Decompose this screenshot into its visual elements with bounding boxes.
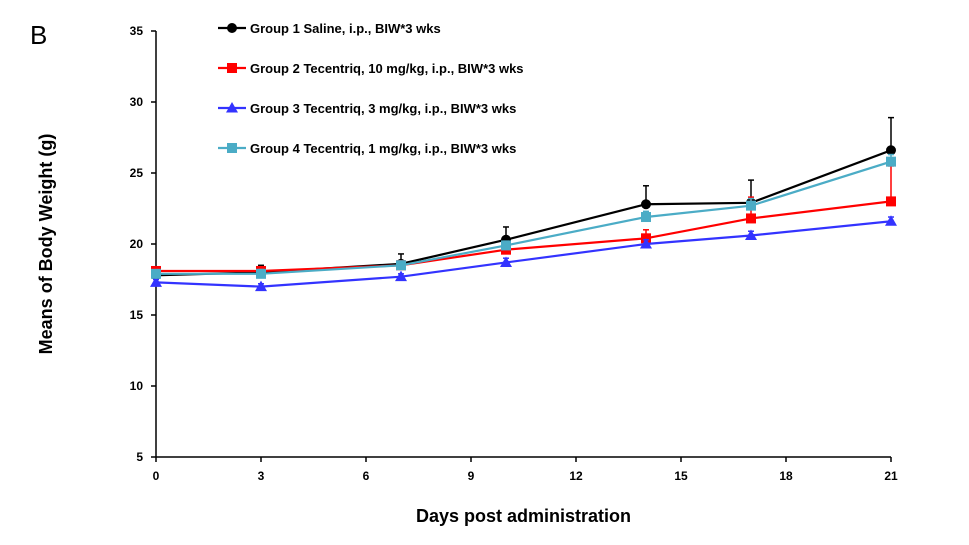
legend-entry-1: Group 1 Saline, i.p., BIW*3 wks	[218, 21, 441, 36]
legend-entry-3: Group 3 Tecentriq, 3 mg/kg, i.p., BIW*3 …	[218, 101, 516, 116]
x-tick-label: 6	[363, 469, 370, 483]
y-tick-label: 5	[136, 450, 143, 464]
x-tick-label: 9	[468, 469, 475, 483]
data-point	[501, 240, 511, 251]
x-tick-label: 12	[569, 469, 583, 483]
data-point	[746, 213, 756, 224]
legend-label: Group 2 Tecentriq, 10 mg/kg, i.p., BIW*3…	[250, 61, 524, 76]
data-point	[886, 196, 896, 207]
x-tick-label: 15	[674, 469, 688, 483]
y-axis-title: Means of Body Weight (g)	[36, 134, 56, 355]
data-point	[641, 212, 651, 223]
data-point	[396, 260, 406, 271]
panel-label: B	[30, 20, 48, 50]
y-tick-label: 35	[130, 24, 144, 38]
data-point	[500, 256, 512, 267]
x-axis-title: Days post administration	[416, 506, 631, 526]
series-line	[155, 220, 892, 288]
y-tick-label: 20	[130, 237, 144, 251]
y-tick-label: 30	[130, 95, 144, 109]
data-point	[885, 215, 897, 226]
series-3	[150, 215, 897, 292]
y-tick-label: 25	[130, 166, 144, 180]
chart-legend: Group 1 Saline, i.p., BIW*3 wks Group 2 T…	[218, 21, 524, 156]
data-point	[255, 280, 267, 292]
series-line	[155, 149, 892, 277]
data-point	[746, 200, 756, 211]
series-layer	[150, 116, 897, 292]
data-point	[640, 238, 652, 249]
legend-marker	[227, 23, 237, 33]
data-point	[886, 156, 896, 167]
x-tick-label: 21	[884, 469, 898, 483]
series-line	[156, 160, 892, 275]
legend-label: Group 3 Tecentriq, 3 mg/kg, i.p., BIW*3 …	[250, 101, 516, 116]
data-point	[151, 268, 161, 279]
x-tick-label: 0	[153, 469, 160, 483]
series-4	[151, 153, 896, 279]
data-point	[641, 199, 651, 210]
x-tick-label: 18	[779, 469, 793, 483]
y-tick-label: 10	[130, 379, 144, 393]
data-point	[886, 145, 896, 156]
data-point	[150, 276, 162, 287]
legend-label: Group 1 Saline, i.p., BIW*3 wks	[250, 21, 441, 36]
data-point	[745, 229, 757, 240]
legend-entry-2: Group 2 Tecentriq, 10 mg/kg, i.p., BIW*3…	[218, 61, 524, 76]
chart-axes: 5 10 15 20 25 30 35 0 3 6 9 12 15 18 21	[130, 24, 898, 483]
data-point	[256, 268, 266, 279]
legend-marker	[227, 63, 237, 73]
x-tick-label: 3	[258, 469, 265, 483]
legend-label: Group 4 Tecentriq, 1 mg/kg, i.p., BIW*3 …	[250, 141, 516, 156]
legend-marker	[226, 102, 238, 113]
data-point	[395, 270, 407, 282]
legend-marker	[227, 143, 237, 153]
legend-entry-4: Group 4 Tecentriq, 1 mg/kg, i.p., BIW*3 …	[218, 141, 516, 156]
y-tick-label: 15	[130, 308, 144, 322]
